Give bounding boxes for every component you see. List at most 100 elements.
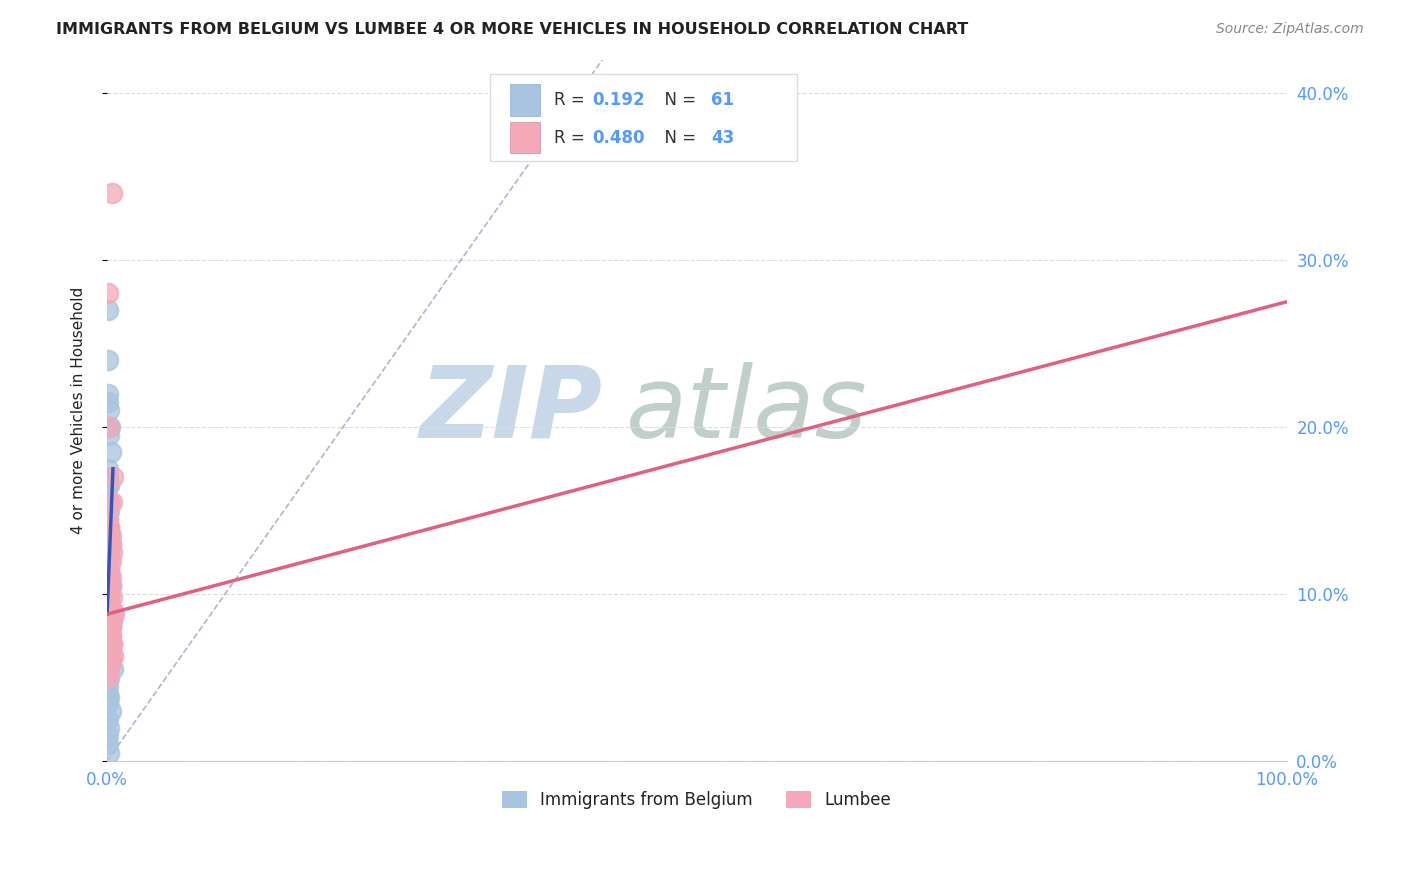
Point: [100, 604, 122, 618]
Point: [98, 541, 121, 555]
Point: [97, 696, 120, 710]
Point: [97, 574, 120, 588]
Point: [97, 746, 120, 760]
Point: [97, 604, 120, 618]
Point: [97, 549, 120, 563]
Point: [97, 512, 120, 526]
Point: [98, 428, 121, 442]
Point: [98, 537, 121, 551]
Text: R =: R =: [554, 128, 591, 146]
Text: N =: N =: [654, 91, 702, 109]
Point: [100, 654, 122, 668]
Point: [97, 420, 120, 434]
Point: [97, 657, 120, 672]
Point: [97, 478, 120, 492]
Point: [101, 470, 124, 484]
Text: N =: N =: [654, 128, 702, 146]
Point: [101, 612, 124, 626]
Point: [97, 395, 120, 409]
Point: [97, 637, 120, 651]
Point: [101, 662, 124, 676]
Point: [97, 671, 120, 685]
Legend: Immigrants from Belgium, Lumbee: Immigrants from Belgium, Lumbee: [495, 784, 898, 816]
Point: [98, 528, 121, 542]
Point: [97, 478, 120, 492]
Point: [100, 629, 122, 643]
Point: [97, 712, 120, 726]
Point: [98, 562, 121, 576]
Point: [97, 545, 120, 559]
Point: [97, 570, 120, 584]
Point: [100, 704, 122, 718]
Point: [97, 687, 120, 701]
Point: [97, 303, 120, 318]
Point: [101, 495, 124, 509]
Point: [98, 420, 121, 434]
FancyBboxPatch shape: [510, 122, 540, 153]
Point: [97, 587, 120, 601]
Point: [100, 620, 122, 634]
Point: [97, 671, 120, 685]
Point: [98, 591, 121, 605]
Text: R =: R =: [554, 91, 591, 109]
Point: [100, 537, 122, 551]
Point: [100, 528, 122, 542]
Point: [100, 640, 122, 655]
Point: [97, 557, 120, 571]
Point: [98, 495, 121, 509]
Y-axis label: 4 or more Vehicles in Household: 4 or more Vehicles in Household: [72, 286, 86, 534]
Text: atlas: atlas: [626, 362, 868, 458]
Text: 0.480: 0.480: [592, 128, 644, 146]
Point: [97, 567, 120, 582]
Point: [97, 615, 120, 630]
Text: ZIP: ZIP: [419, 362, 603, 458]
Point: [97, 554, 120, 568]
Text: 61: 61: [711, 91, 734, 109]
Point: [101, 186, 124, 201]
Point: [97, 721, 120, 735]
FancyBboxPatch shape: [510, 84, 540, 115]
Point: [97, 386, 120, 401]
Point: [97, 640, 120, 655]
Point: [97, 632, 120, 647]
Point: [101, 648, 124, 663]
Point: [97, 582, 120, 596]
Point: [98, 690, 121, 705]
Text: Source: ZipAtlas.com: Source: ZipAtlas.com: [1216, 22, 1364, 37]
Point: [103, 607, 125, 621]
Point: [100, 445, 122, 459]
Point: [98, 646, 121, 660]
Point: [98, 637, 121, 651]
Point: [101, 637, 124, 651]
Text: 43: 43: [711, 128, 734, 146]
Point: [98, 662, 121, 676]
Point: [98, 632, 121, 647]
Point: [98, 520, 121, 534]
Point: [97, 520, 120, 534]
Point: [97, 738, 120, 752]
Point: [100, 646, 122, 660]
Point: [97, 599, 120, 613]
Point: [97, 648, 120, 663]
Point: [98, 624, 121, 638]
Point: [98, 495, 121, 509]
Point: [100, 579, 122, 593]
Point: [101, 612, 124, 626]
Point: [100, 620, 122, 634]
Point: [101, 604, 124, 618]
Point: [101, 591, 124, 605]
Point: [97, 470, 120, 484]
Point: [98, 520, 121, 534]
Point: [97, 729, 120, 743]
Point: [98, 524, 121, 538]
Point: [100, 579, 122, 593]
Point: [98, 587, 121, 601]
Point: [101, 637, 124, 651]
Point: [97, 654, 120, 668]
Point: [97, 679, 120, 693]
Point: [100, 629, 122, 643]
Point: [97, 524, 120, 538]
Point: [100, 617, 122, 632]
Point: [98, 420, 121, 434]
Point: [97, 286, 120, 301]
